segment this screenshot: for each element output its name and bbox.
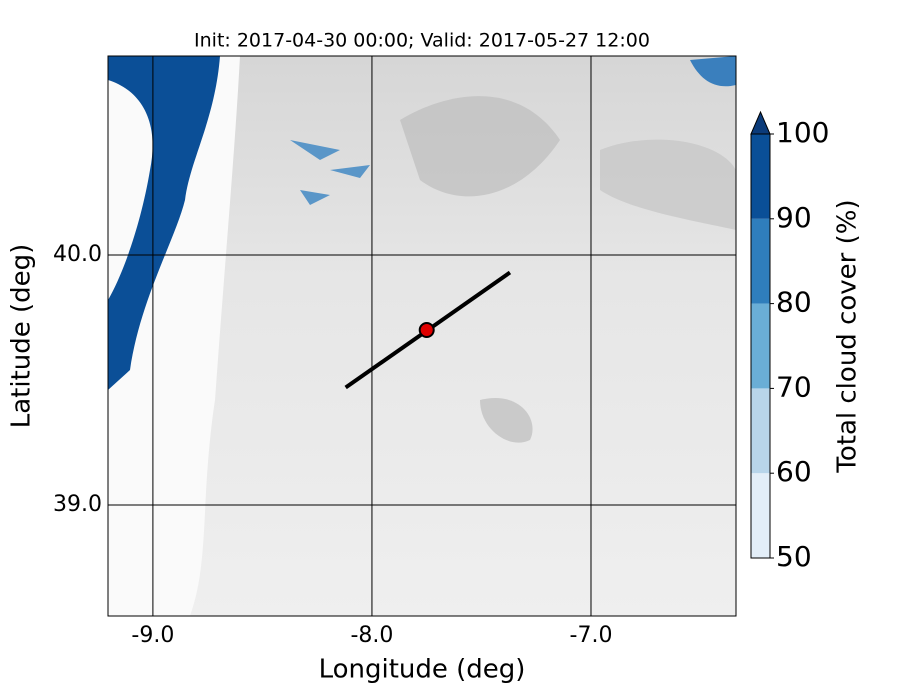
- colorbar-segment: [751, 134, 770, 219]
- colorbar-tick-label: 100: [776, 116, 829, 149]
- colorbar-tick-label: 90: [776, 201, 812, 234]
- colorbar-label: Total cloud cover (%): [833, 199, 863, 473]
- colorbar-frame: [750, 133, 771, 559]
- location-marker: [418, 322, 435, 338]
- y-axis-label: Latitude (deg): [7, 244, 37, 429]
- colorbar-segment: [751, 218, 770, 304]
- map-title: Init: 2017-04-30 00:00; Valid: 2017-05-2…: [194, 30, 650, 52]
- colorbar-tick-label: 80: [776, 286, 812, 319]
- colorbar-tick-label: 50: [776, 540, 812, 573]
- y-tick-label: 39.0: [53, 492, 102, 517]
- x-tick-label: -8.0: [350, 623, 393, 648]
- colorbar-tick-label: 60: [776, 455, 812, 488]
- plot-frame: [107, 55, 737, 617]
- colorbar-tick-label: 70: [776, 370, 812, 403]
- map-background: [108, 56, 736, 616]
- colorbar-segment: [751, 388, 770, 474]
- colorbar-segment: [751, 473, 770, 558]
- x-tick-label: -7.0: [570, 623, 613, 648]
- colorbar-segment: [751, 303, 770, 389]
- colorbar-extend: [750, 110, 771, 135]
- y-tick-label: 40.0: [53, 242, 102, 267]
- x-tick-label: -9.0: [131, 623, 174, 648]
- x-axis-label: Longitude (deg): [319, 655, 526, 685]
